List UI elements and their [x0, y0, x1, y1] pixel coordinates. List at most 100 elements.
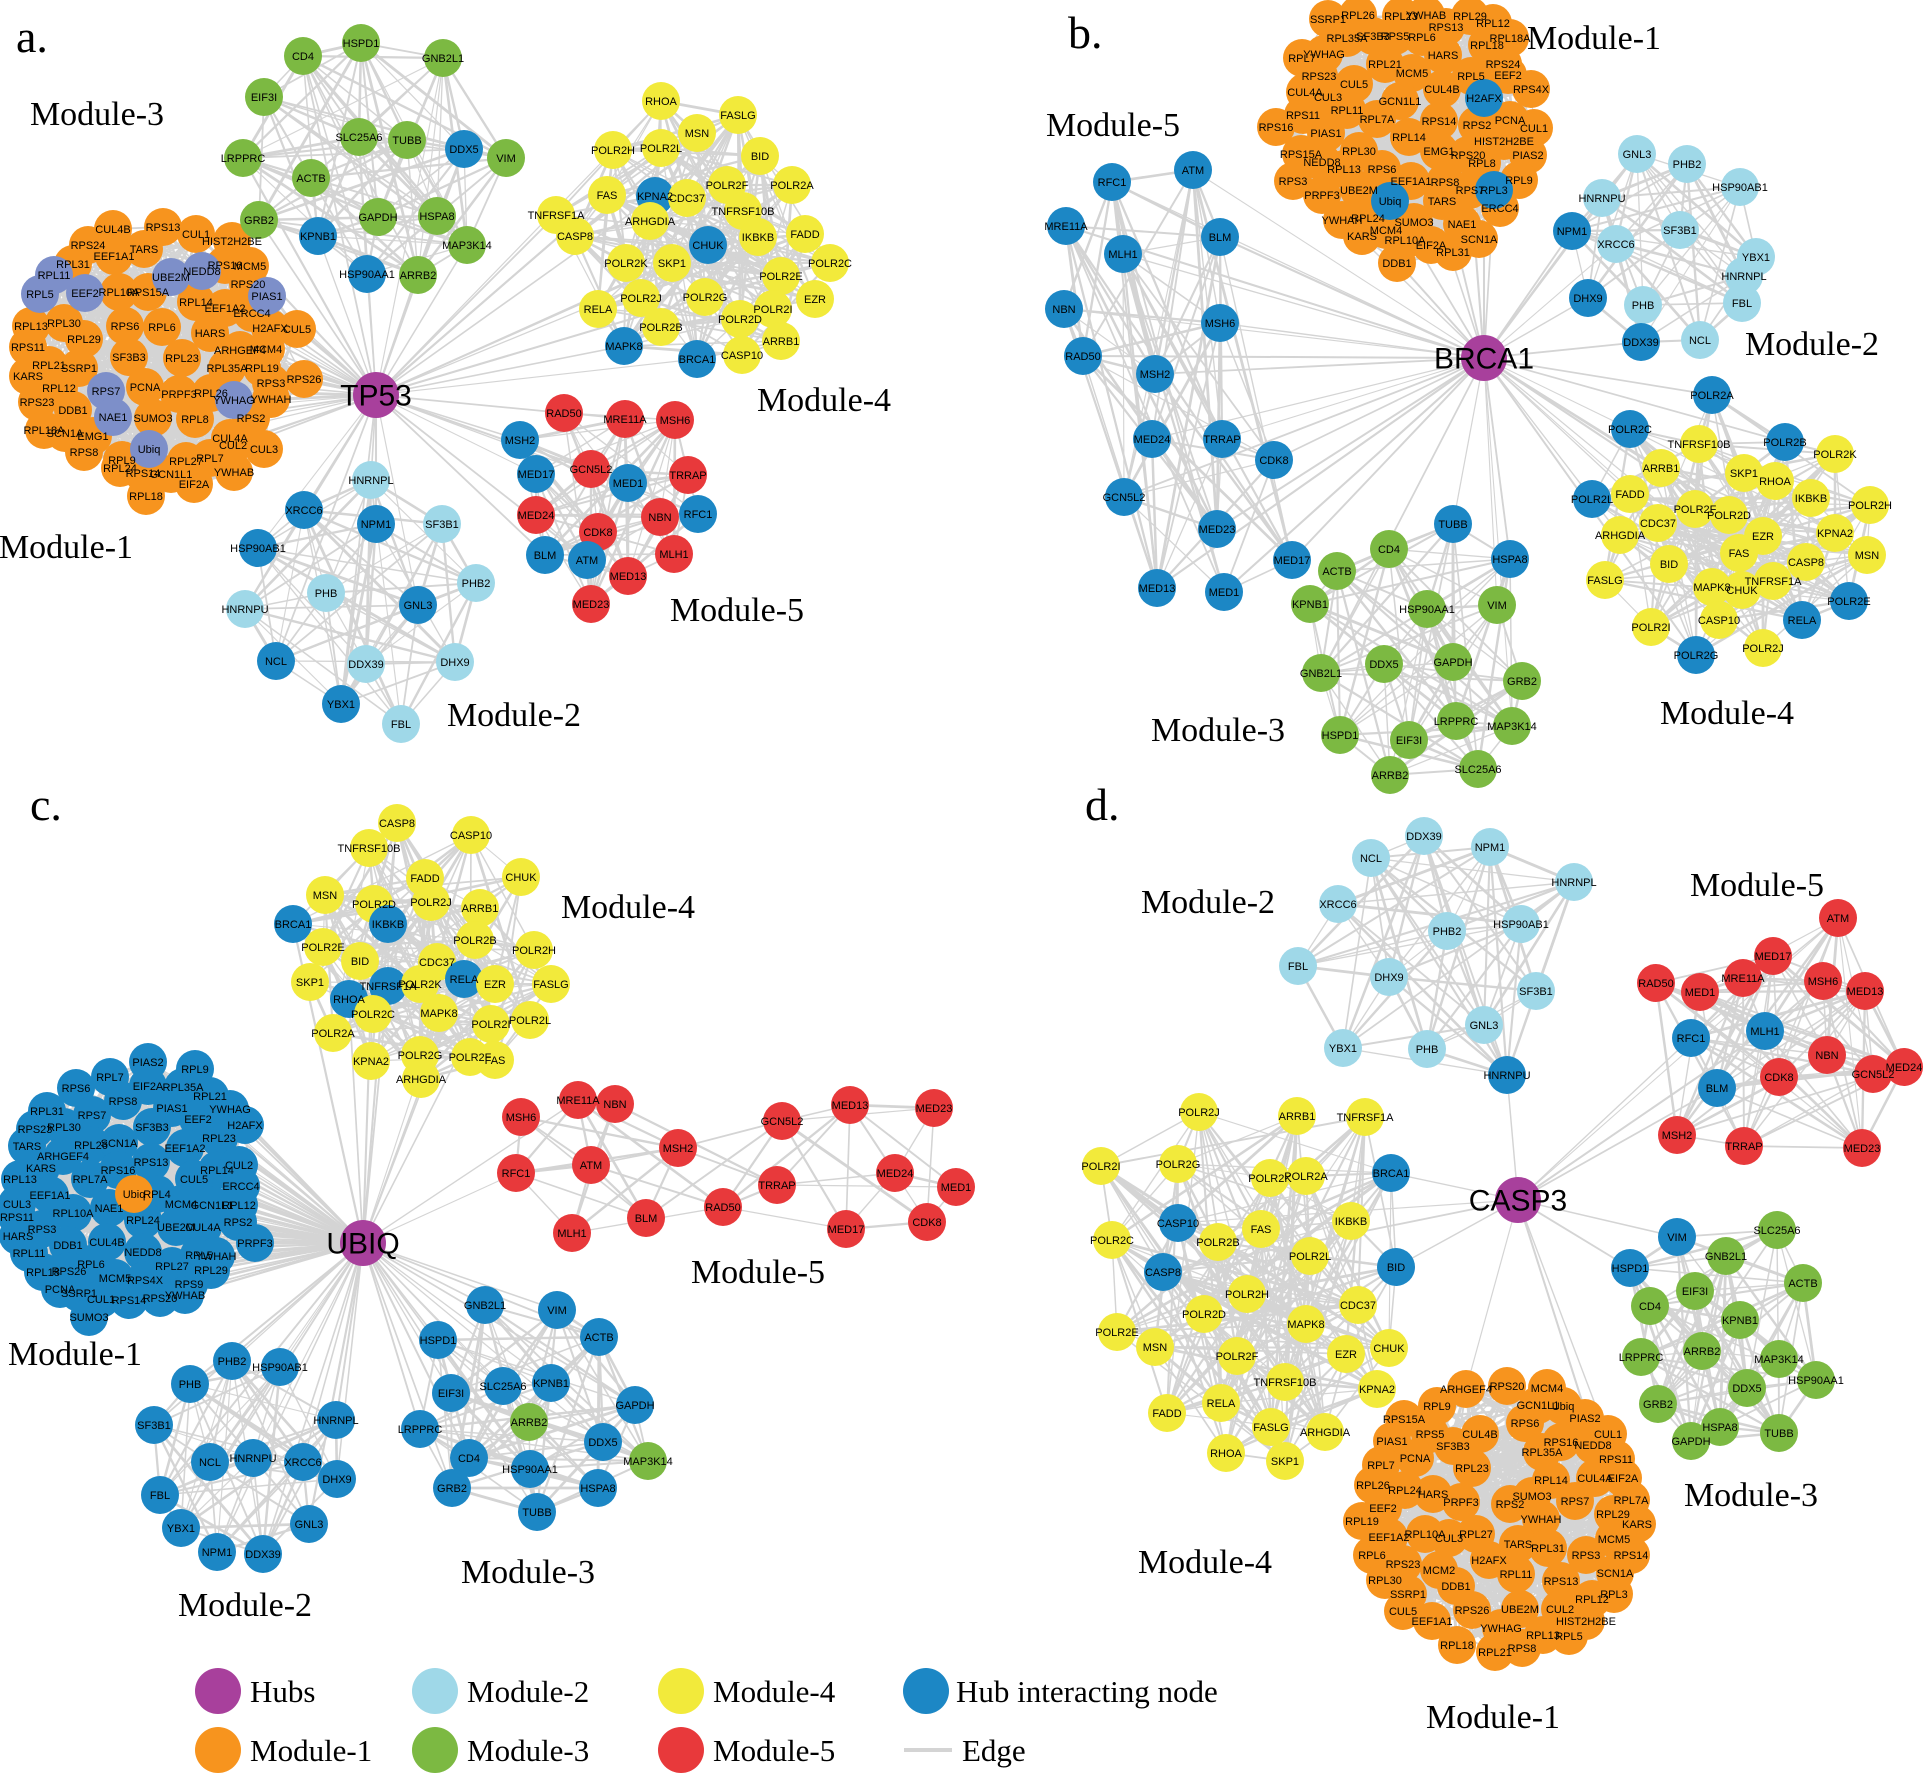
node-label-d-IKBKB: IKBKB [1335, 1216, 1367, 1228]
node-d-SLC25A6 [1758, 1211, 1796, 1249]
node-b-POLR2H [1851, 486, 1889, 524]
node-b-GCN5L2 [1105, 478, 1143, 516]
node-label-b-MSN: MSN [1855, 550, 1880, 562]
node-label-d-RPS23: RPS23 [1386, 1559, 1421, 1571]
node-a-POLR2B [642, 308, 680, 346]
node-c-POLR2L [511, 1001, 549, 1039]
node-a-RPL23 [163, 339, 201, 377]
node-label-d-RPL24: RPL24 [1388, 1485, 1422, 1497]
node-b-GNL3 [1618, 135, 1656, 173]
node-d-CASP8 [1144, 1253, 1182, 1291]
node-b-POLR2L [1573, 480, 1611, 518]
node-label-c-RPL21: RPL21 [193, 1091, 227, 1103]
node-label-d-RPL31: RPL31 [1531, 1543, 1565, 1555]
node-label-b-MCM4: MCM4 [1370, 225, 1402, 237]
node-label-d-ARRB1: ARRB1 [1279, 1111, 1316, 1123]
node-label-d-RPL7: RPL7 [1367, 1460, 1395, 1472]
node-a-NPM1 [357, 505, 395, 543]
node-a-GNB2L1 [424, 39, 462, 77]
node-a-MSH6 [656, 401, 694, 439]
node-label-b-VIM: VIM [1487, 600, 1507, 612]
hub-CASP3 [1495, 1177, 1541, 1223]
node-c-POLR2C [354, 995, 392, 1033]
node-label-c-SKP1: SKP1 [296, 977, 324, 989]
node-a-HSPD1 [342, 24, 380, 62]
node-b-NPM1 [1553, 212, 1591, 250]
node-d-LRPPRC [1622, 1338, 1660, 1376]
node-d-GNB2L1 [1707, 1237, 1745, 1275]
node-c-MED23 [915, 1089, 953, 1127]
node-a-Ubiq [130, 430, 168, 468]
node-label-c-POLR2D: POLR2D [352, 899, 396, 911]
node-label-d-MCM4: MCM4 [1531, 1383, 1563, 1395]
node-label-c-GNL3: GNL3 [295, 1519, 324, 1531]
node-label-c-ARRB2: ARRB2 [511, 1417, 548, 1429]
node-label-a-RPS23: RPS23 [20, 397, 55, 409]
node-label-c-NAE1: NAE1 [95, 1203, 124, 1215]
node-b-H2AFX [1465, 79, 1503, 117]
node-d-POLR2F [1218, 1337, 1256, 1375]
node-b-HNRNPL [1725, 257, 1763, 295]
node-d-FAS [1242, 1210, 1280, 1248]
node-d-CUL3 [1430, 1519, 1468, 1557]
node-label-c-RPS23: RPS23 [18, 1124, 53, 1136]
node-label-c-RPL31: RPL31 [30, 1106, 64, 1118]
node-label-a-VIM: VIM [496, 153, 516, 165]
node-a-CUL2 [214, 426, 252, 464]
legend-label-Module-3: Module-3 [467, 1733, 589, 1768]
node-c-TUBB [518, 1493, 556, 1531]
node-c-BLM [627, 1199, 665, 1237]
node-label-b-HARS: HARS [1428, 50, 1459, 62]
node-c-POLR2B [456, 921, 494, 959]
node-b-MED13 [1138, 569, 1176, 607]
node-label-b-RPL18: RPL18 [1470, 40, 1504, 52]
node-label-c-DHX9: DHX9 [322, 1474, 351, 1486]
legend-label-Hub interacting node: Hub interacting node [956, 1674, 1218, 1709]
node-d-CASP10 [1159, 1204, 1197, 1242]
node-label-c-POLR2F: POLR2F [449, 1052, 492, 1064]
node-d-MED17 [1754, 937, 1792, 975]
node-label-d-RPS15A: RPS15A [1383, 1414, 1426, 1426]
node-label-b-CUL4A: CUL4A [1287, 87, 1323, 99]
node-label-c-TRRAP: TRRAP [758, 1180, 795, 1192]
node-c-NEDD8 [124, 1233, 162, 1271]
node-c-KPNB1 [532, 1364, 570, 1402]
node-c-MED13 [831, 1086, 869, 1124]
node-d-HSPD1 [1611, 1249, 1649, 1287]
node-b-HSPA8 [1491, 540, 1529, 578]
node-label-b-RPL29: RPL29 [1453, 11, 1487, 23]
node-label-b-RPL18A: RPL18A [1490, 33, 1532, 45]
node-label-a-CUL4B: CUL4B [95, 224, 130, 236]
node-d-YBX1 [1324, 1029, 1362, 1067]
node-label-b-RPL26: RPL26 [1341, 10, 1375, 22]
node-b-MSH6 [1201, 304, 1239, 342]
node-b-XRCC6 [1597, 225, 1635, 263]
node-label-b-PIAS1: PIAS1 [1310, 128, 1341, 140]
node-a-CD4 [284, 37, 322, 75]
module-label-c-Module-5: Module-5 [691, 1254, 825, 1291]
node-a-ARHGDIA [631, 202, 669, 240]
node-label-d-KARS: KARS [1622, 1519, 1652, 1531]
node-c-LRPPRC [401, 1410, 439, 1448]
node-c-EIF3I [432, 1374, 470, 1412]
node-label-d-EIF2A: EIF2A [1608, 1473, 1639, 1485]
node-label-d-EEF2: EEF2 [1369, 1503, 1397, 1515]
node-a-PHB [307, 574, 345, 612]
node-label-d-RPL9: RPL9 [1423, 1401, 1451, 1413]
node-d-CD4 [1631, 1287, 1669, 1325]
node-d-PHB2 [1428, 912, 1466, 950]
node-label-d-MSH2: MSH2 [1662, 1130, 1693, 1142]
node-label-a-POLR2A: POLR2A [770, 180, 814, 192]
node-a-MSN [678, 114, 716, 152]
node-label-d-RPS3: RPS3 [1572, 1550, 1601, 1562]
node-a-GRB2 [240, 201, 278, 239]
node-label-d-POLR2B: POLR2B [1196, 1237, 1239, 1249]
node-c-POLR2K [401, 965, 439, 1003]
node-d-CUL5 [1384, 1592, 1422, 1630]
node-label-a-POLR2K: POLR2K [604, 258, 648, 270]
node-c-KPNA2 [352, 1042, 390, 1080]
node-label-b-POLR2J: POLR2J [1742, 643, 1784, 655]
node-label-d-CUL3: CUL3 [1435, 1533, 1463, 1545]
node-label-d-FADD: FADD [1152, 1408, 1181, 1420]
node-label-c-RAD50: RAD50 [705, 1202, 740, 1214]
